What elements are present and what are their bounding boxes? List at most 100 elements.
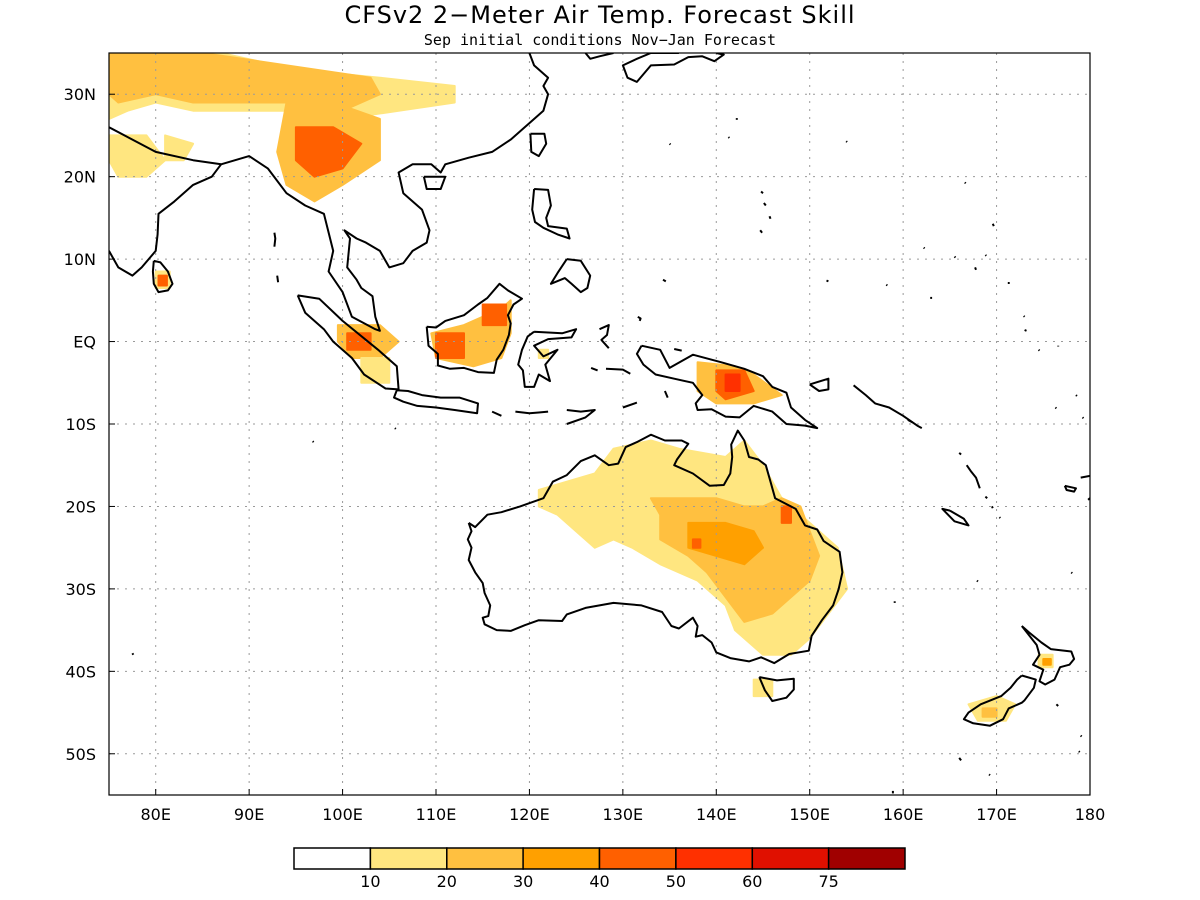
island-46 (988, 773, 991, 776)
coastline-18 (941, 507, 970, 527)
island-25 (1075, 394, 1078, 397)
colorbar-label-60: 60 (742, 872, 762, 891)
island-2 (662, 278, 667, 283)
coastline-11 (529, 132, 548, 158)
colorbar-label-10: 10 (360, 872, 380, 891)
lon-label-110E: 110E (416, 805, 457, 824)
coastline-15 (1021, 625, 1076, 686)
island-13 (763, 202, 767, 207)
skill-region-22 (780, 505, 792, 524)
coastline-13 (466, 429, 844, 665)
skill-region-8 (157, 274, 168, 287)
skill-shading (109, 53, 1054, 722)
island-14 (760, 190, 764, 194)
island-26 (1054, 406, 1058, 410)
island-57 (673, 348, 682, 352)
lat-label-10S: 10S (65, 415, 96, 434)
coastline-12 (422, 175, 447, 190)
island-28 (907, 419, 913, 424)
island-20 (923, 246, 926, 250)
skill-region-26 (981, 707, 998, 718)
lat-label-20S: 20S (65, 497, 96, 516)
longitude-labels: 80E 90E 100E 110E 120E 130E 140E 150E 160E 170E 18… (140, 805, 1105, 824)
island-42 (958, 757, 962, 762)
lat-label-30N: 30N (64, 85, 96, 104)
lat-label-10N: 10N (64, 250, 96, 269)
island-30 (984, 495, 988, 499)
colorbar-swatch-3 (446, 847, 524, 870)
island-47 (273, 232, 277, 247)
island-22 (984, 254, 987, 257)
coastline-7 (517, 328, 578, 388)
island-49 (95, 309, 96, 313)
coastline-5 (393, 389, 479, 415)
lon-label-140E: 140E (696, 805, 737, 824)
map-title: CFSv2 2−Meter Air Temp. Forecast Skill (344, 1, 855, 29)
colorbar-swatch-8 (827, 847, 906, 870)
map-subtitle: Sep initial conditions Nov−Jan Forecast (424, 31, 776, 49)
coastline-19 (965, 464, 981, 489)
island-24 (1037, 349, 1041, 352)
island-5 (826, 279, 829, 283)
island-21 (953, 255, 957, 259)
coastline-1 (109, 53, 550, 332)
colorbar-labels: 10 20 30 40 50 60 75 (360, 872, 839, 891)
island-1 (637, 315, 642, 322)
lat-label-30S: 30S (65, 580, 96, 599)
colorbar-label-20: 20 (437, 872, 457, 891)
island-48 (276, 275, 280, 283)
lat-label-EQ: EQ (73, 333, 96, 352)
coastlines (90, 53, 1090, 794)
coastline-20 (1063, 484, 1077, 493)
latitude-labels: 30N 20N 10N EQ 10S 20S 30S 40S 50S (64, 85, 96, 764)
island-40 (90, 779, 91, 780)
island-52 (491, 410, 502, 417)
skill-region-28 (1042, 658, 1052, 666)
skill-region-6 (294, 126, 363, 178)
island-51 (515, 410, 549, 415)
coastline-4 (296, 294, 400, 391)
island-19 (964, 181, 967, 185)
coastline-8 (635, 344, 819, 430)
skill-region-11 (360, 357, 391, 384)
colorbar-swatch-1 (293, 847, 372, 870)
graticule (109, 53, 1091, 795)
skill-region-21 (687, 521, 764, 566)
island-32 (998, 516, 1001, 519)
island-6 (885, 283, 888, 287)
coastline-17 (852, 384, 923, 429)
island-27 (1081, 416, 1085, 419)
colorbar-swatch-5 (598, 847, 677, 870)
lon-label-150E: 150E (789, 805, 830, 824)
island-29 (958, 452, 962, 456)
coastline-23 (621, 53, 725, 83)
skill-region-3 (109, 134, 167, 178)
colorbar-label-50: 50 (666, 872, 686, 891)
lon-label-120E: 120E (509, 805, 550, 824)
lon-label-90E: 90E (234, 805, 264, 824)
island-43 (1078, 750, 1081, 753)
lon-label-130E: 130E (603, 805, 644, 824)
island-38 (394, 427, 397, 430)
island-11 (1024, 329, 1027, 332)
island-18 (845, 140, 848, 143)
island-58 (622, 401, 638, 409)
colorbar-swatch-6 (675, 847, 754, 870)
island-33 (976, 579, 979, 583)
skill-region-23 (691, 538, 702, 549)
island-35 (1070, 571, 1073, 574)
colorbar-swatch-2 (369, 847, 448, 870)
skill-region-13 (435, 332, 465, 359)
island-56 (663, 390, 669, 398)
skill-region-14 (481, 303, 508, 327)
skill-region-4 (164, 134, 195, 162)
lat-label-20N: 20N (64, 168, 96, 187)
island-55 (605, 367, 631, 375)
island-44 (1079, 734, 1083, 738)
coastline-3 (151, 259, 174, 294)
lon-label-180: 180 (1075, 805, 1106, 824)
island-39 (312, 440, 315, 443)
coastline-16 (962, 674, 1037, 727)
lat-label-40S: 40S (65, 662, 96, 681)
